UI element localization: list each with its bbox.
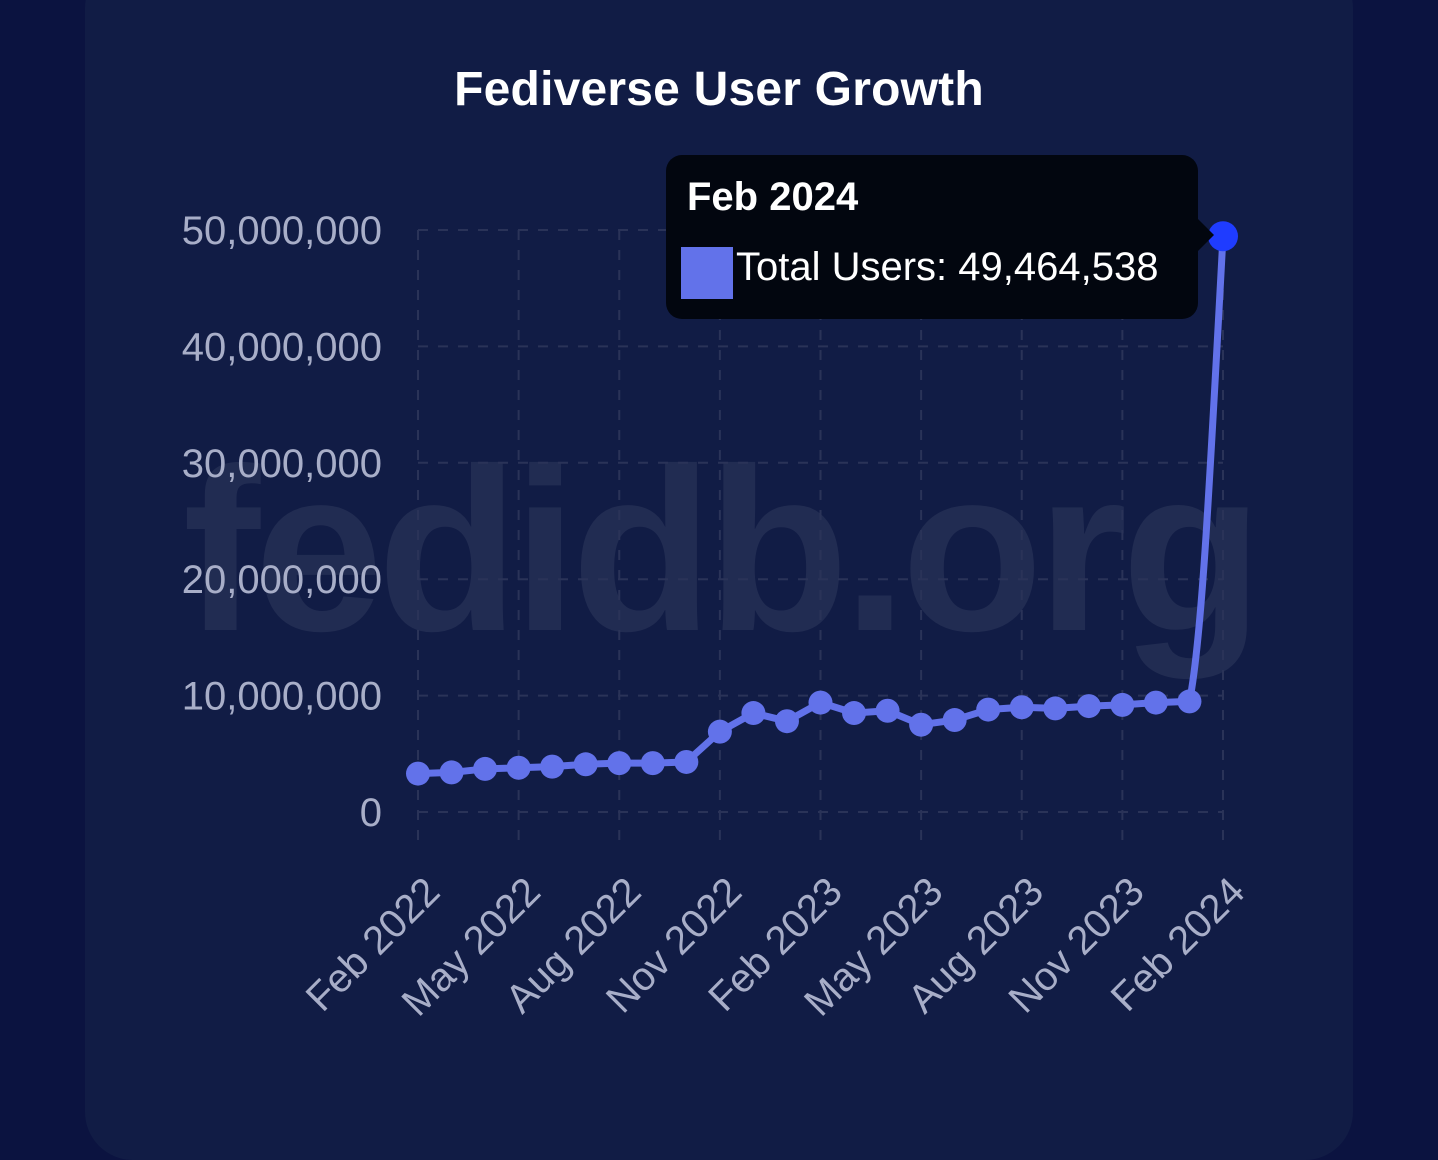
line-chart: fedidb.org 0 10,000,000 20,000,000 30,000,0… (182, 209, 1263, 1025)
tooltip-title: Feb 2024 (687, 175, 859, 219)
data-point[interactable] (640, 751, 665, 776)
data-point[interactable] (506, 755, 531, 780)
data-point[interactable] (439, 760, 464, 785)
data-point[interactable] (473, 756, 498, 781)
y-tick-label: 10,000,000 (182, 675, 382, 719)
y-tick-label: 30,000,000 (182, 442, 382, 486)
y-tick-label: 40,000,000 (182, 325, 382, 369)
grid-lines (417, 229, 1224, 840)
data-point[interactable] (1076, 694, 1101, 719)
data-point[interactable] (707, 719, 732, 744)
y-tick-label: 50,000,000 (182, 209, 382, 253)
data-point[interactable] (1043, 696, 1068, 721)
data-point[interactable] (875, 698, 900, 723)
data-point[interactable] (842, 701, 867, 726)
data-point[interactable] (1110, 692, 1135, 717)
y-tick-label: 20,000,000 (182, 558, 382, 602)
watermark: fedidb.org (183, 421, 1257, 680)
data-point[interactable] (573, 752, 598, 777)
data-point[interactable] (741, 701, 766, 726)
data-point[interactable] (1009, 695, 1034, 720)
data-tooltip: Feb 2024 Total Users: 49,464,538 (666, 155, 1214, 319)
tooltip-value: Total Users: 49,464,538 (736, 245, 1159, 289)
y-axis-ticks: 0 10,000,000 20,000,000 30,000,000 40,000,00… (182, 209, 382, 835)
chart-title: Fediverse User Growth (454, 63, 984, 116)
data-point[interactable] (976, 697, 1001, 722)
data-point[interactable] (607, 751, 632, 776)
data-point[interactable] (540, 754, 565, 779)
data-point[interactable] (942, 708, 967, 733)
y-tick-label: 0 (360, 791, 382, 835)
tooltip-color-swatch (681, 247, 733, 299)
data-point[interactable] (1177, 689, 1202, 714)
data-point[interactable] (1143, 690, 1168, 715)
data-point[interactable] (774, 709, 799, 734)
data-point-active[interactable] (1208, 221, 1238, 252)
data-point[interactable] (674, 749, 699, 774)
data-point[interactable] (808, 690, 833, 715)
data-point[interactable] (406, 761, 430, 786)
data-point[interactable] (909, 712, 934, 737)
series-total-users (406, 221, 1238, 786)
